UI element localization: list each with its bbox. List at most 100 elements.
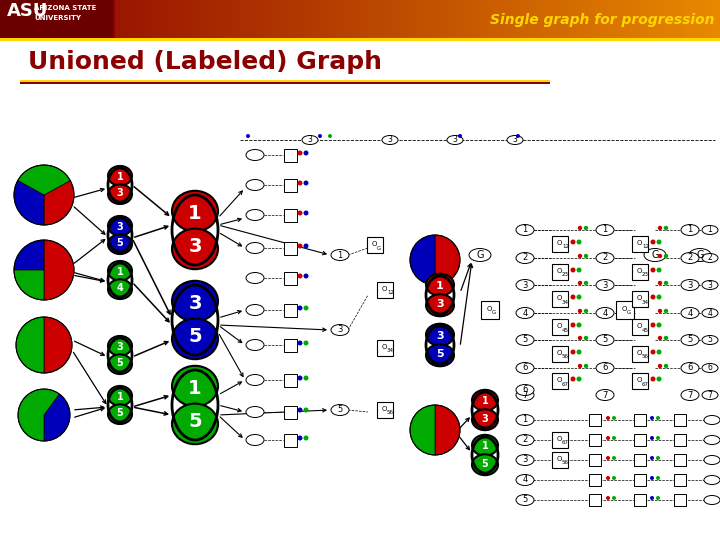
Bar <box>528 0 535 38</box>
Text: Single graph for progression: Single graph for progression <box>490 13 715 27</box>
Wedge shape <box>435 235 460 285</box>
Ellipse shape <box>702 363 718 373</box>
Text: O: O <box>486 306 492 312</box>
Text: 5: 5 <box>523 496 528 504</box>
Text: 67: 67 <box>562 441 569 446</box>
Circle shape <box>650 496 654 500</box>
Ellipse shape <box>108 354 132 374</box>
Wedge shape <box>18 165 71 195</box>
Ellipse shape <box>426 274 454 296</box>
Bar <box>432 0 439 38</box>
Bar <box>674 494 686 506</box>
Text: Unioned (Labeled) Graph: Unioned (Labeled) Graph <box>28 50 382 74</box>
Bar <box>66 0 73 38</box>
Circle shape <box>297 341 302 346</box>
Text: 6: 6 <box>688 363 693 373</box>
Bar <box>684 0 691 38</box>
Bar <box>252 0 259 38</box>
Bar <box>420 0 427 38</box>
Bar <box>284 208 297 221</box>
Text: O: O <box>557 295 562 301</box>
Circle shape <box>650 294 655 300</box>
Text: O: O <box>621 306 626 312</box>
Bar <box>582 0 589 38</box>
Bar <box>318 0 325 38</box>
Text: 1: 1 <box>523 415 528 424</box>
Text: 1: 1 <box>708 226 712 234</box>
Bar <box>234 0 241 38</box>
Bar <box>284 241 297 254</box>
Ellipse shape <box>108 279 132 299</box>
Bar <box>120 0 127 38</box>
Text: 3: 3 <box>188 294 202 313</box>
Text: 3: 3 <box>708 280 712 289</box>
Ellipse shape <box>702 308 718 318</box>
Bar <box>108 0 115 38</box>
Ellipse shape <box>246 210 264 220</box>
Text: 56: 56 <box>387 410 394 415</box>
Ellipse shape <box>596 389 614 401</box>
Bar <box>0 0 7 38</box>
Bar <box>284 179 297 192</box>
Circle shape <box>606 496 610 500</box>
Wedge shape <box>18 389 59 441</box>
Bar <box>30 0 37 38</box>
Circle shape <box>516 134 520 138</box>
Bar <box>552 236 568 252</box>
Bar <box>384 0 391 38</box>
Text: 3: 3 <box>603 280 608 289</box>
Circle shape <box>658 281 662 285</box>
Ellipse shape <box>472 454 498 475</box>
Bar <box>632 264 648 280</box>
Text: 56: 56 <box>642 354 649 360</box>
Ellipse shape <box>246 242 264 253</box>
Wedge shape <box>44 240 74 300</box>
Text: 5: 5 <box>603 335 608 345</box>
Bar <box>162 0 169 38</box>
Bar <box>634 474 646 486</box>
Text: 5: 5 <box>117 408 123 418</box>
Text: 56: 56 <box>562 354 569 360</box>
Bar <box>132 0 139 38</box>
Bar <box>456 0 463 38</box>
Text: 67: 67 <box>562 381 569 387</box>
Circle shape <box>297 180 302 186</box>
Text: O: O <box>636 268 642 274</box>
Bar <box>138 0 145 38</box>
Ellipse shape <box>516 475 534 485</box>
Ellipse shape <box>246 407 264 417</box>
Bar <box>634 414 646 426</box>
Bar <box>606 0 613 38</box>
Ellipse shape <box>172 319 218 359</box>
Text: 1: 1 <box>523 226 528 234</box>
Ellipse shape <box>447 136 463 145</box>
Bar <box>558 0 565 38</box>
Ellipse shape <box>246 179 264 191</box>
Ellipse shape <box>681 389 699 401</box>
Circle shape <box>656 456 660 460</box>
Circle shape <box>297 435 302 441</box>
Bar <box>366 0 373 38</box>
Text: 3: 3 <box>688 280 693 289</box>
Text: 5: 5 <box>436 349 444 359</box>
Bar <box>300 0 307 38</box>
Circle shape <box>657 240 662 245</box>
Bar <box>632 373 648 389</box>
Ellipse shape <box>596 362 614 374</box>
Text: 5: 5 <box>482 458 488 469</box>
Ellipse shape <box>472 435 498 456</box>
Circle shape <box>650 376 655 381</box>
Circle shape <box>606 476 610 480</box>
Ellipse shape <box>516 280 534 291</box>
Bar <box>408 0 415 38</box>
Ellipse shape <box>108 261 132 281</box>
Ellipse shape <box>704 476 720 484</box>
Circle shape <box>658 309 662 313</box>
Circle shape <box>650 436 654 440</box>
Bar <box>12 0 19 38</box>
Text: 5: 5 <box>188 327 202 346</box>
Circle shape <box>650 456 654 460</box>
Bar <box>618 0 625 38</box>
Text: 6: 6 <box>603 363 608 373</box>
Circle shape <box>297 408 302 413</box>
